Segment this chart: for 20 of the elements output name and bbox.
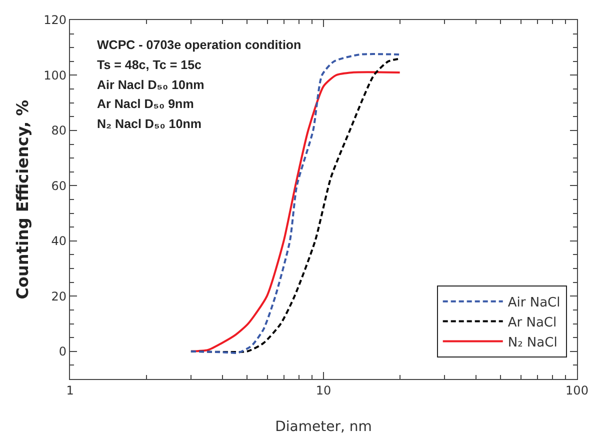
x-tick-label: 10 — [316, 384, 332, 398]
y-tick-label: 40 — [51, 234, 66, 248]
annotation: N₂ Nacl D₅₀ 10nm — [97, 117, 202, 131]
y-tick-label: 20 — [51, 289, 66, 304]
legend-label: Air NaCl — [508, 295, 560, 310]
annotation: Ar Nacl D₅₀ 9nm — [97, 97, 194, 111]
x-tick-label: 100 — [566, 384, 588, 398]
annotation: WCPC - 0703e operation condition — [97, 38, 302, 52]
annotation: Ts = 48c, Tc = 15c — [97, 58, 202, 72]
annotation: Air Nacl D₅₀ 10nm — [97, 78, 204, 92]
legend-label: N₂ NaCl — [508, 335, 558, 350]
y-tick-label: 0 — [58, 344, 66, 359]
x-tick-label: 1 — [66, 384, 74, 398]
y-tick-label: 60 — [51, 178, 66, 193]
y-tick-label: 80 — [51, 124, 66, 138]
y-tick-label: 100 — [44, 68, 66, 82]
y-axis-title: Counting Efficiency, % — [12, 100, 32, 300]
legend-label: Ar NaCl — [508, 315, 557, 330]
x-axis-title: Diameter, nm — [275, 419, 372, 436]
y-tick-label: 120 — [44, 13, 66, 28]
